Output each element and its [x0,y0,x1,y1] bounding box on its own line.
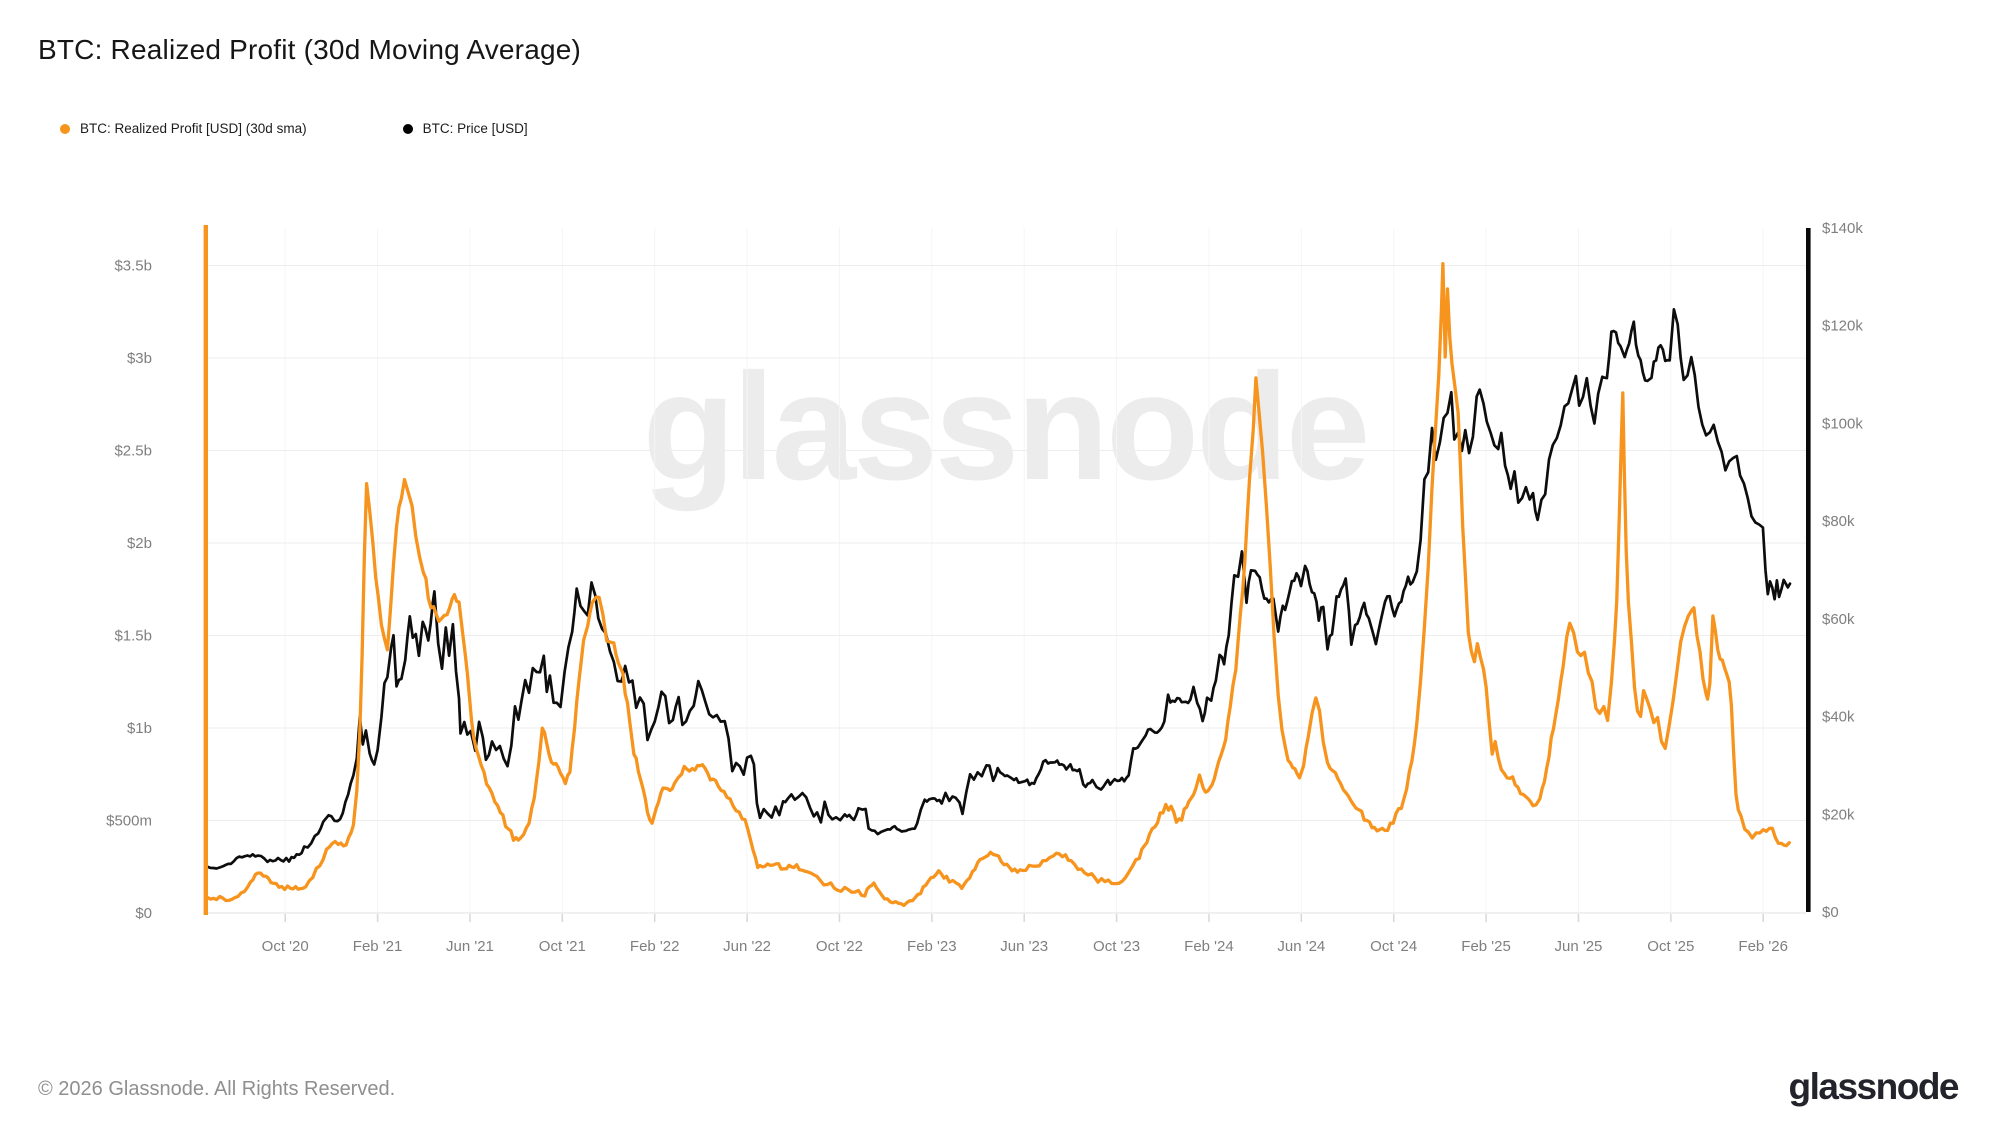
x-axis-label: Feb '24 [1184,938,1234,955]
x-axis-label: Oct '21 [539,938,586,955]
x-axis-label: Oct '23 [1093,938,1140,955]
y-axis-right-label: $80k [1822,513,1855,530]
y-axis-right-label: $60k [1822,611,1855,628]
y-axis-left-label: $3b [127,350,152,367]
series-dot-icon [402,123,413,134]
y-axis-left-label: $2.5b [114,443,152,460]
x-axis-label: Oct '20 [262,938,309,955]
y-axis-left-label: $3.5b [114,258,152,275]
y-axis-left-label: $1.5b [114,628,152,645]
y-axis-left-label: $2b [127,535,152,552]
glassnode-logo: glassnode [1788,1066,1960,1107]
y-axis-right-label: $120k [1822,318,1863,335]
legend-label: BTC: Realized Profit [USD] (30d sma) [80,121,307,136]
x-axis-label: Oct '24 [1370,938,1417,955]
y-axis-left-label: $500m [106,813,152,830]
legend: BTC: Realized Profit [USD] (30d sma) BTC… [60,121,528,136]
y-axis-right-label: $140k [1822,220,1863,237]
right-axis-bar [1806,228,1811,912]
legend-item-realized-profit[interactable]: BTC: Realized Profit [USD] (30d sma) [60,121,307,136]
x-axis-label: Feb '22 [630,938,680,955]
x-axis-label: Jun '23 [1000,938,1048,955]
copyright-text: © 2026 Glassnode. All Rights Reserved. [38,1078,396,1100]
x-axis-label: Feb '26 [1738,938,1788,955]
left-axis-bar [203,225,208,915]
y-axis-right-label: $100k [1822,415,1863,432]
y-axis-left-label: $1b [127,720,152,737]
x-axis-label: Jun '24 [1277,938,1325,955]
x-axis-label: Feb '23 [907,938,957,955]
legend-label: BTC: Price [USD] [422,121,528,136]
x-axis-label: Oct '22 [816,938,863,955]
series-dot-icon [60,123,70,134]
x-axis-label: Jun '22 [723,938,771,955]
series-line-realized-profit [205,262,1791,908]
x-axis-label: Jun '25 [1555,938,1603,955]
x-axis-label: Feb '21 [353,938,403,955]
y-axis-left-label: $0 [135,905,152,922]
x-axis-label: Oct '25 [1647,938,1694,955]
y-axis-right-label: $20k [1822,806,1855,823]
y-axis-right-label: $0 [1822,904,1839,921]
legend-item-price[interactable]: BTC: Price [USD] [402,121,528,136]
page-title: BTC: Realized Profit (30d Moving Average… [38,34,582,65]
x-axis-label: Jun '21 [446,938,494,955]
y-axis-right-label: $40k [1822,709,1855,726]
x-axis-label: Feb '25 [1461,938,1511,955]
series-line-price [205,307,1792,870]
